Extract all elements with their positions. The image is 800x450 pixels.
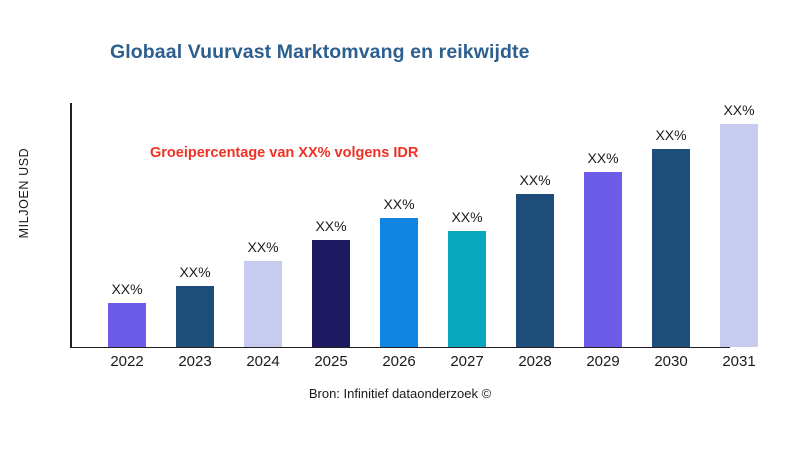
bar-value-label: XX% bbox=[315, 218, 347, 235]
x-axis-line bbox=[70, 346, 730, 349]
bar-rect bbox=[244, 261, 282, 347]
bar-value-label: XX% bbox=[247, 239, 279, 256]
y-axis-label: MILJOEN USD bbox=[17, 147, 31, 239]
x-tick-label: 2027 bbox=[450, 353, 484, 370]
bar-group: XX% bbox=[312, 218, 350, 347]
bar-rect bbox=[584, 171, 622, 347]
bar-group: XX% bbox=[652, 127, 690, 347]
x-tick-label: 2028 bbox=[518, 353, 552, 370]
bar-value-label: XX% bbox=[587, 149, 619, 166]
bar-group: XX% bbox=[584, 150, 622, 347]
x-tick-label: 2025 bbox=[314, 353, 348, 370]
growth-rate-annotation: Groeipercentage van XX% volgens IDR bbox=[150, 145, 419, 161]
x-tick-label: 2023 bbox=[178, 353, 212, 370]
x-axis-tick-labels: 2022 2023 2024 2025 2026 2027 2028 2029 2030 2031 bbox=[70, 353, 760, 377]
x-tick-label: 2022 bbox=[110, 353, 144, 370]
x-tick-label: 2030 bbox=[654, 353, 688, 370]
bar-rect bbox=[312, 240, 350, 347]
x-tick-label: 2026 bbox=[382, 353, 416, 370]
source-note: Bron: Infinitief dataonderzoek © bbox=[308, 386, 492, 401]
plot-area: Groeipercentage van XX% volgens IDR XX% X… bbox=[70, 102, 758, 349]
bar-rect bbox=[380, 217, 418, 347]
chart-title: Globaal Vuurvast Marktomvang en reikwijd… bbox=[110, 41, 530, 63]
x-tick-label: 2031 bbox=[722, 353, 756, 370]
bar-group: XX% bbox=[244, 239, 282, 347]
bar-value-label: XX% bbox=[383, 195, 415, 212]
bar-group: XX% bbox=[380, 196, 418, 347]
bar-value-label: XX% bbox=[519, 171, 551, 188]
bar-value-label: XX% bbox=[451, 209, 483, 226]
bar-value-label: XX% bbox=[111, 281, 143, 298]
bar-group: XX% bbox=[176, 264, 214, 347]
y-axis-line bbox=[70, 103, 72, 348]
bar-group: XX% bbox=[448, 209, 486, 347]
x-tick-label: 2029 bbox=[586, 353, 620, 370]
bar-rect bbox=[176, 286, 214, 347]
bar-group: XX% bbox=[516, 172, 554, 347]
bar-value-label: XX% bbox=[655, 126, 687, 143]
bar-rect bbox=[448, 231, 486, 347]
bar-group: XX% bbox=[720, 102, 758, 347]
bars-layer: XX% XX% XX% XX% XX% XX% XX% XX% XX% XX% bbox=[70, 102, 758, 347]
bar-rect bbox=[108, 303, 146, 347]
x-tick-label: 2024 bbox=[246, 353, 280, 370]
bar-value-label: XX% bbox=[179, 264, 211, 281]
bar-value-label: XX% bbox=[723, 101, 755, 118]
bar-group: XX% bbox=[108, 281, 146, 347]
bar-rect bbox=[516, 193, 554, 347]
bar-rect bbox=[720, 123, 758, 347]
bar-rect bbox=[652, 148, 690, 347]
